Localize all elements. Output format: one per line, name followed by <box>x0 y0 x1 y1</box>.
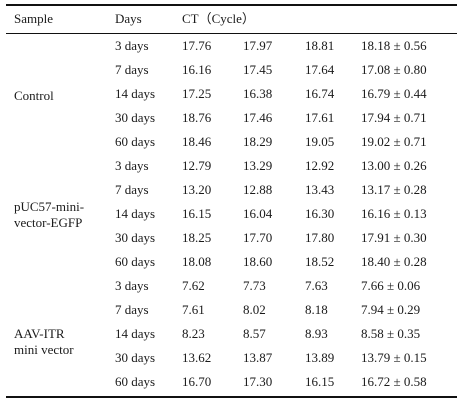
cell-days: 30 days <box>115 350 156 365</box>
group-label-line: Control <box>14 88 54 103</box>
cell-v2: 17.45 <box>243 62 273 77</box>
cell-v2: 8.02 <box>243 302 266 317</box>
cell-v1: 16.70 <box>182 374 212 389</box>
cell-v3: 12.92 <box>305 158 335 173</box>
cell-v2: 17.97 <box>243 38 273 53</box>
cell-v3: 16.15 <box>305 374 335 389</box>
cell-v3: 19.05 <box>305 134 335 149</box>
group-label-control: Control <box>14 88 54 104</box>
cell-v1: 8.23 <box>182 326 205 341</box>
group-label-puc57: pUC57-mini- vector-EGFP <box>14 199 84 231</box>
group-label-line: AAV-ITR <box>14 326 65 341</box>
cell-v1: 18.08 <box>182 254 212 269</box>
cell-mean: 16.79 ± 0.44 <box>361 86 427 101</box>
cell-v1: 13.20 <box>182 182 212 197</box>
cell-mean: 17.94 ± 0.71 <box>361 110 427 125</box>
cell-v2: 12.88 <box>243 182 273 197</box>
cell-days: 3 days <box>115 38 149 53</box>
cell-mean: 7.66 ± 0.06 <box>361 278 421 293</box>
cell-v2: 8.57 <box>243 326 266 341</box>
table-bottom-rule <box>6 396 457 398</box>
cell-days: 7 days <box>115 302 149 317</box>
header-ct: CT（Cycle） <box>182 11 255 26</box>
cell-v3: 13.89 <box>305 350 335 365</box>
cell-v3: 18.81 <box>305 38 335 53</box>
cell-v2: 17.70 <box>243 230 273 245</box>
cell-days: 60 days <box>115 254 156 269</box>
cell-v2: 13.87 <box>243 350 273 365</box>
cell-v1: 13.62 <box>182 350 212 365</box>
cell-v1: 7.62 <box>182 278 205 293</box>
cell-mean: 8.58 ± 0.35 <box>361 326 421 341</box>
cell-v2: 17.30 <box>243 374 273 389</box>
cell-v3: 8.18 <box>305 302 328 317</box>
cell-mean: 13.17 ± 0.28 <box>361 182 427 197</box>
cell-v1: 18.76 <box>182 110 212 125</box>
cell-mean: 18.18 ± 0.56 <box>361 38 427 53</box>
cell-v1: 18.25 <box>182 230 212 245</box>
group-label-line: mini vector <box>14 342 74 357</box>
cell-days: 30 days <box>115 230 156 245</box>
group-label-line: pUC57-mini- <box>14 199 85 214</box>
cell-v2: 7.73 <box>243 278 266 293</box>
cell-v3: 18.52 <box>305 254 335 269</box>
cell-mean: 17.08 ± 0.80 <box>361 62 427 77</box>
cell-v2: 16.38 <box>243 86 273 101</box>
cell-mean: 16.72 ± 0.58 <box>361 374 427 389</box>
cell-mean: 17.91 ± 0.30 <box>361 230 427 245</box>
cell-mean: 13.00 ± 0.26 <box>361 158 427 173</box>
header-days: Days <box>115 11 142 26</box>
cell-v2: 18.60 <box>243 254 273 269</box>
header-rule <box>6 33 457 34</box>
ct-table: Sample Days CT（Cycle） 3 days 17.76 17.97 18… <box>6 4 457 399</box>
cell-days: 7 days <box>115 182 149 197</box>
cell-v1: 16.15 <box>182 206 212 221</box>
cell-v3: 17.61 <box>305 110 335 125</box>
cell-v3: 8.93 <box>305 326 328 341</box>
cell-v3: 17.64 <box>305 62 335 77</box>
cell-v1: 7.61 <box>182 302 205 317</box>
cell-days: 30 days <box>115 110 156 125</box>
cell-mean: 13.79 ± 0.15 <box>361 350 427 365</box>
cell-days: 14 days <box>115 326 156 341</box>
cell-v1: 18.46 <box>182 134 212 149</box>
cell-v3: 13.43 <box>305 182 335 197</box>
cell-mean: 16.16 ± 0.13 <box>361 206 427 221</box>
cell-v2: 16.04 <box>243 206 273 221</box>
cell-v2: 13.29 <box>243 158 273 173</box>
cell-mean: 18.40 ± 0.28 <box>361 254 427 269</box>
cell-v2: 17.46 <box>243 110 273 125</box>
cell-mean: 19.02 ± 0.71 <box>361 134 427 149</box>
cell-v1: 12.79 <box>182 158 212 173</box>
cell-days: 3 days <box>115 158 149 173</box>
cell-v3: 17.80 <box>305 230 335 245</box>
cell-days: 60 days <box>115 134 156 149</box>
cell-v1: 16.16 <box>182 62 212 77</box>
cell-days: 7 days <box>115 62 149 77</box>
cell-mean: 7.94 ± 0.29 <box>361 302 421 317</box>
group-label-line: vector-EGFP <box>14 215 83 230</box>
cell-v3: 16.74 <box>305 86 335 101</box>
cell-days: 14 days <box>115 206 156 221</box>
cell-days: 3 days <box>115 278 149 293</box>
group-label-aav-itr: AAV-ITR mini vector <box>14 326 74 358</box>
table-top-rule <box>6 4 457 6</box>
cell-v1: 17.25 <box>182 86 212 101</box>
cell-v3: 7.63 <box>305 278 328 293</box>
cell-days: 14 days <box>115 86 156 101</box>
cell-v2: 18.29 <box>243 134 273 149</box>
cell-v1: 17.76 <box>182 38 212 53</box>
cell-days: 60 days <box>115 374 156 389</box>
header-sample: Sample <box>14 11 53 26</box>
cell-v3: 16.30 <box>305 206 335 221</box>
